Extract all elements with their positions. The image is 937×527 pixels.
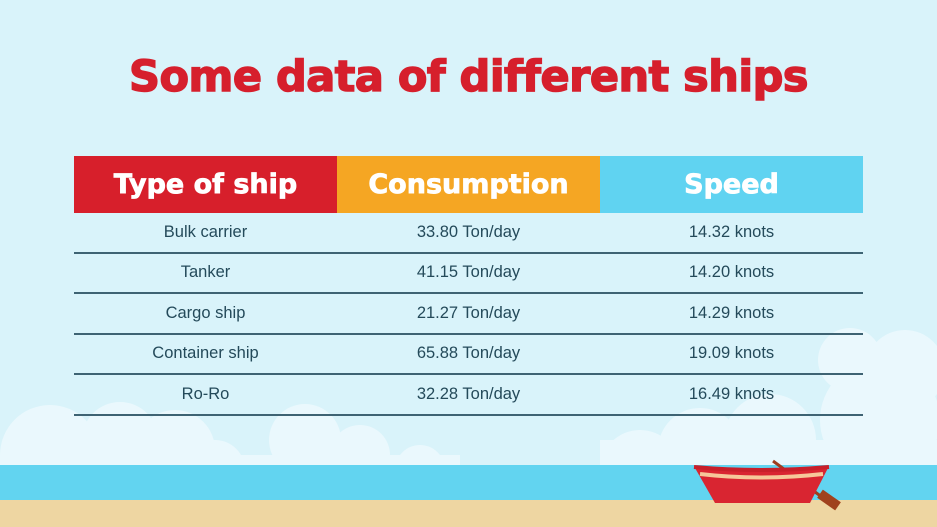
ships-table: Type of ship Consumption Speed Bulk carr… bbox=[74, 156, 863, 416]
cell-consumption: 21.27 Ton/day bbox=[416, 303, 521, 322]
cell-consumption: 41.15 Ton/day bbox=[416, 263, 521, 282]
cell-speed: 14.32 knots bbox=[688, 222, 775, 241]
table-row: Container ship 65.88 Ton/day 19.09 knots bbox=[74, 335, 863, 375]
sand bbox=[0, 500, 937, 527]
table-row: Ro-Ro 32.28 Ton/day 16.49 knots bbox=[74, 375, 863, 416]
cell-consumption: 33.80 Ton/day bbox=[416, 222, 521, 241]
cell-speed: 19.09 knots bbox=[688, 344, 775, 363]
cell-type: Tanker bbox=[180, 263, 231, 282]
cell-speed: 14.20 knots bbox=[688, 263, 775, 282]
cell-type: Cargo ship bbox=[165, 303, 246, 322]
page-title: Some data of different ships bbox=[128, 51, 809, 103]
table-row: Cargo ship 21.27 Ton/day 14.29 knots bbox=[74, 294, 863, 335]
cell-type: Container ship bbox=[152, 344, 259, 363]
table-header: Type of ship Consumption Speed bbox=[74, 156, 863, 213]
table-row: Bulk carrier 33.80 Ton/day 14.32 knots bbox=[74, 213, 863, 254]
header-speed: Speed bbox=[600, 156, 863, 213]
cell-consumption: 65.88 Ton/day bbox=[416, 344, 521, 363]
cell-type: Ro-Ro bbox=[181, 384, 230, 403]
header-consumption: Consumption bbox=[337, 156, 600, 213]
table-row: Tanker 41.15 Ton/day 14.20 knots bbox=[74, 254, 863, 294]
cell-speed: 16.49 knots bbox=[688, 384, 775, 403]
cell-type: Bulk carrier bbox=[163, 222, 248, 241]
rowboat-icon bbox=[693, 459, 841, 511]
cell-consumption: 32.28 Ton/day bbox=[416, 384, 521, 403]
cell-speed: 14.29 knots bbox=[688, 303, 775, 322]
header-type-of-ship: Type of ship bbox=[74, 156, 337, 213]
